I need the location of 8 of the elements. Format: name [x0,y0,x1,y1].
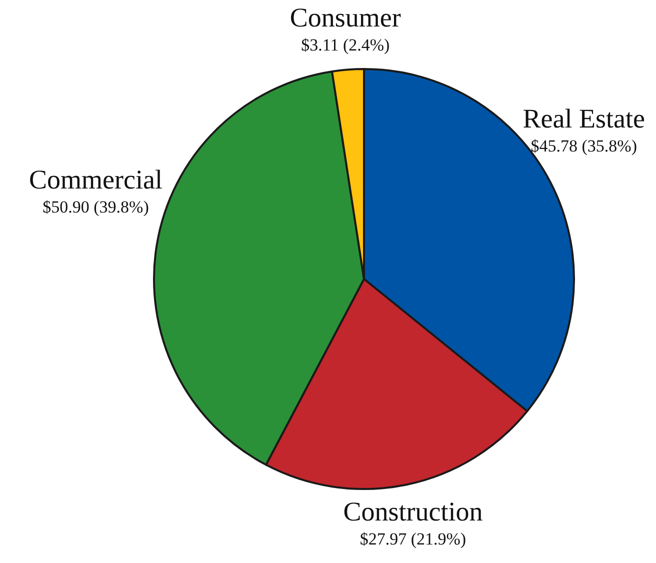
slice-label: Construction [343,496,484,527]
data-label: $45.78 (35.8%) [530,136,637,156]
data-label: $27.97 (21.9%) [360,530,466,549]
data-label: $3.11 (2.4%) [301,36,390,55]
slice-label: Consumer [290,2,401,33]
slice-label: Real Estate [522,104,645,134]
slice-label: Commercial [29,164,162,194]
data-label: $50.90 (39.8%) [42,197,149,216]
